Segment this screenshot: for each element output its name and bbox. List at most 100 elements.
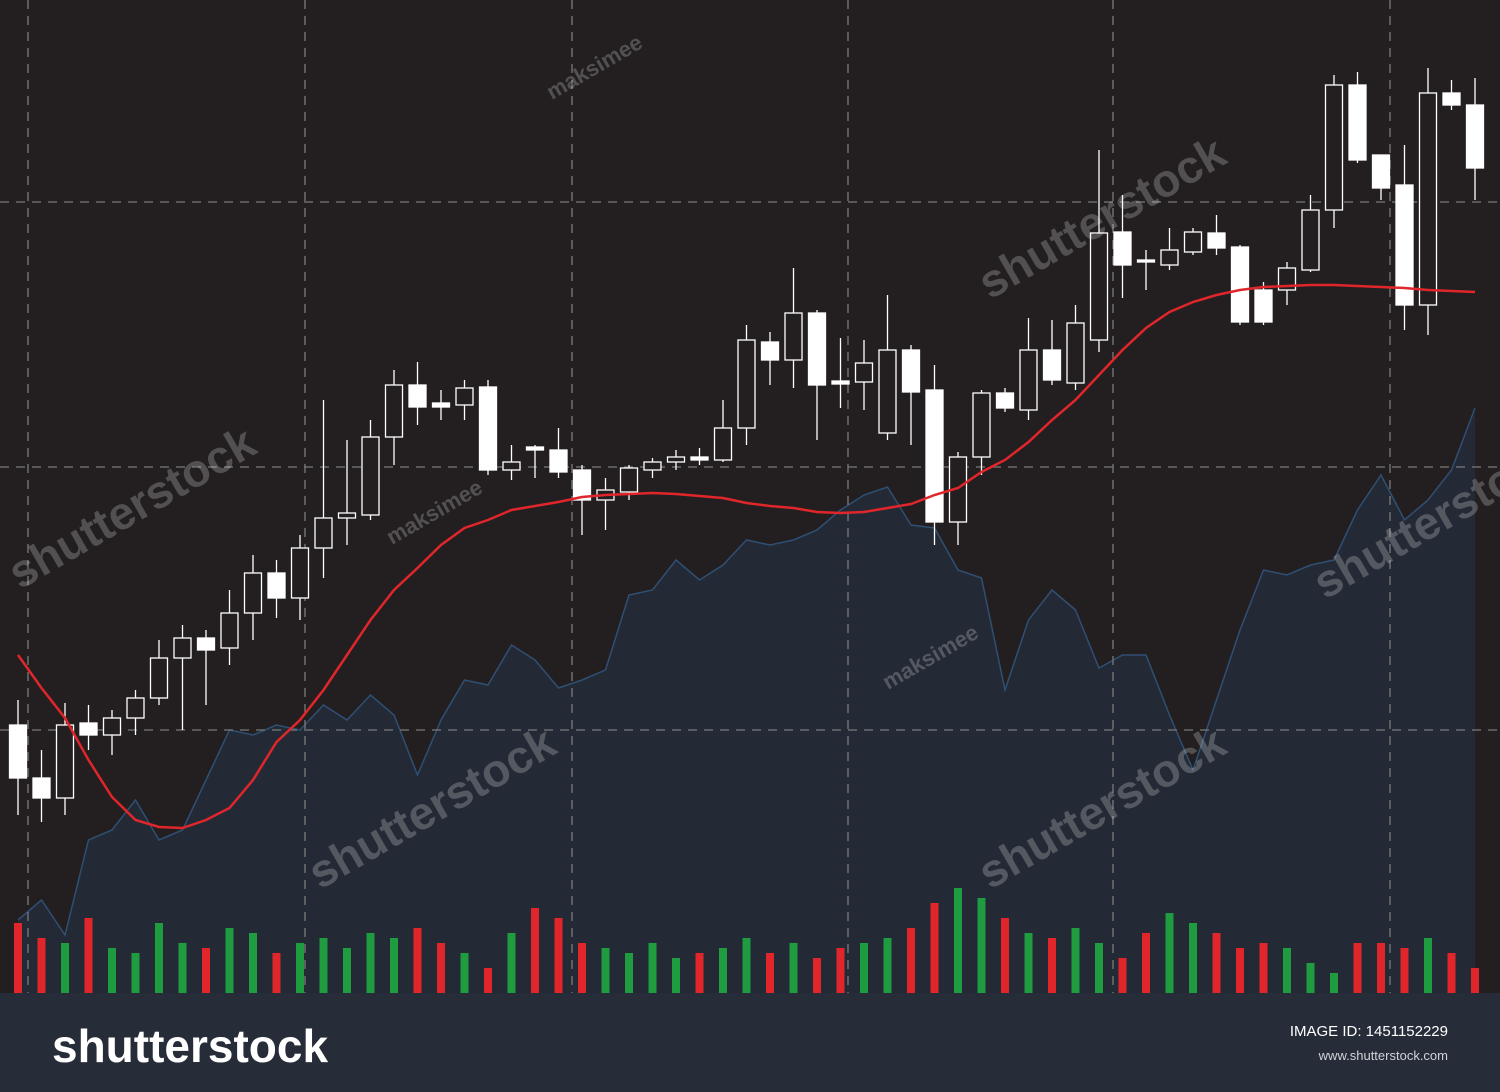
volume-bar (484, 968, 492, 993)
candle-body (384, 384, 404, 438)
candle-body (478, 386, 498, 471)
candle-body (619, 467, 639, 493)
candle-body (784, 312, 803, 361)
volume-bar (1212, 933, 1221, 993)
candle-body (995, 392, 1015, 409)
volume-bar (37, 938, 46, 993)
volume-bar (648, 943, 657, 993)
candle-body (831, 380, 850, 385)
candle-body (1418, 92, 1438, 306)
footer-band (0, 993, 1500, 1092)
volume-bar (907, 928, 915, 993)
candle-body (337, 512, 357, 519)
candle-body (878, 349, 897, 434)
candle-body (737, 339, 756, 429)
candle-body (1042, 349, 1062, 381)
site-url: www.shutterstock.com (1318, 1048, 1448, 1063)
candle-body (1160, 249, 1179, 266)
candle-body (1183, 231, 1203, 253)
volume-bar (883, 938, 892, 993)
volume-bar (1471, 968, 1479, 993)
candle-body (1371, 154, 1391, 189)
candle-body (1230, 246, 1250, 323)
candle-body (314, 517, 333, 549)
candle-body (431, 402, 451, 408)
volume-bar (460, 953, 469, 993)
candle-body (1113, 231, 1132, 266)
volume-bar (366, 933, 375, 993)
candle-body (1348, 84, 1367, 161)
volume-bar (202, 948, 210, 993)
candle-body (126, 697, 145, 719)
volume-bar (1353, 943, 1362, 993)
candle-body (1254, 289, 1273, 323)
candle-body (713, 427, 733, 461)
volume-bar (390, 938, 398, 993)
candle-body (361, 436, 380, 516)
volume-bar (695, 953, 704, 993)
volume-bar (601, 948, 610, 993)
volume-bar (225, 928, 234, 993)
volume-bar (413, 928, 422, 993)
candle-body (196, 637, 216, 651)
area-outline (17, 407, 1476, 937)
moving-average (16, 283, 1476, 830)
volume-bar (1259, 943, 1268, 993)
volume-bar (249, 933, 257, 993)
volume-bar (1189, 923, 1197, 993)
volume-bar (789, 943, 798, 993)
candle-body (1277, 267, 1297, 291)
volume-bar (1330, 973, 1338, 993)
mark-layer (8, 68, 1485, 993)
candle-body (32, 777, 51, 799)
volume-bar (1142, 933, 1150, 993)
volume-bar (672, 958, 680, 993)
volume-bar (1236, 948, 1244, 993)
volume-bar (954, 888, 962, 993)
candle-body (149, 657, 169, 699)
candle-body (1395, 184, 1414, 306)
candle-body (1442, 92, 1461, 106)
candle-body (1465, 104, 1485, 169)
volume-bar (296, 943, 304, 993)
candle-body (807, 312, 827, 386)
candle-body (925, 389, 944, 523)
volume-bar (1071, 928, 1080, 993)
candle-body (8, 724, 28, 779)
candle-body (1066, 322, 1085, 384)
volume-bar (813, 958, 821, 993)
volume-bar (1447, 953, 1456, 993)
candle-body (1301, 209, 1320, 271)
candle-body (173, 637, 192, 659)
volume-bar (531, 908, 539, 993)
volume-bar (930, 903, 939, 993)
volume-bar (272, 953, 281, 993)
image-id: IMAGE ID: 1451152229 (1290, 1023, 1448, 1040)
candle-body (1207, 232, 1226, 249)
volume-bar (554, 918, 563, 993)
candle-body (243, 572, 263, 614)
volume-bar (578, 943, 586, 993)
volume-bar (1283, 948, 1291, 993)
volume-bar (1024, 933, 1033, 993)
volume-bar (719, 948, 727, 993)
volume-bar (343, 948, 351, 993)
volume-bar (155, 923, 163, 993)
area-layer (17, 407, 1476, 993)
volume-bar (1306, 963, 1315, 993)
volume-bar (178, 943, 187, 993)
candle-body (502, 461, 521, 471)
volume-bar (507, 933, 516, 993)
candle-body (455, 387, 474, 406)
candle-body (854, 362, 874, 383)
candle-body (1136, 259, 1156, 263)
candle-body (267, 572, 286, 599)
volume-bar (1095, 943, 1103, 993)
volume-bar (836, 948, 845, 993)
candle-body (220, 612, 239, 649)
candle-body (690, 456, 709, 461)
volume-bar (1165, 913, 1174, 993)
candle-body (1324, 84, 1344, 211)
candle-body (643, 461, 662, 471)
candle-body (290, 547, 310, 599)
